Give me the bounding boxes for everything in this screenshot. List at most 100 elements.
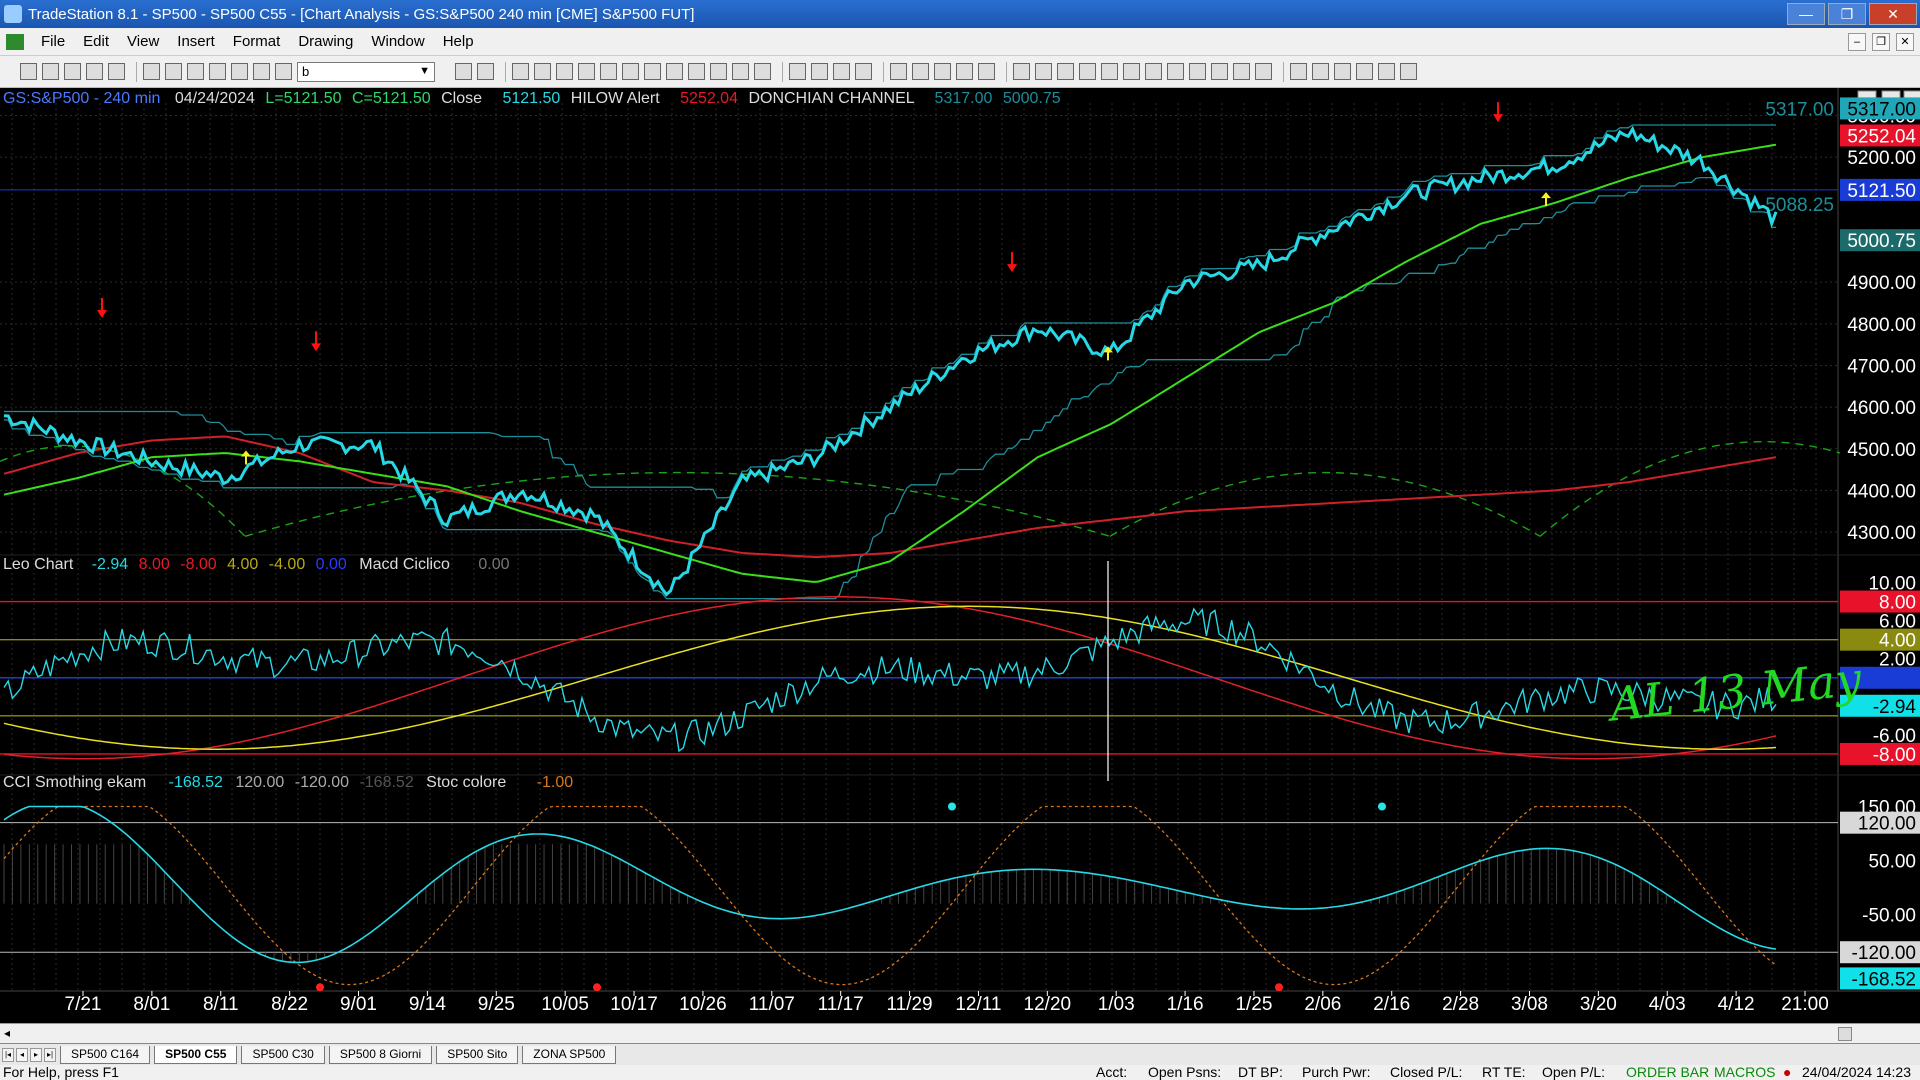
mdi-close-button[interactable]: ✕: [1896, 32, 1914, 51]
crosshair-icon[interactable]: [912, 63, 929, 80]
tab-sp500-c55[interactable]: SP500 C55: [154, 1045, 238, 1064]
play-icon[interactable]: [455, 63, 472, 80]
matrix-icon[interactable]: [710, 63, 727, 80]
leo-oscillator-line: [3, 607, 1777, 753]
menu-format[interactable]: Format: [232, 33, 281, 50]
globe-icon[interactable]: [275, 63, 292, 80]
link-group-icon[interactable]: [209, 63, 226, 80]
zoom-in-icon[interactable]: [833, 63, 850, 80]
menu-file[interactable]: File: [41, 33, 66, 50]
restore-button[interactable]: ❐: [1828, 3, 1866, 25]
chart-window-icon[interactable]: [6, 33, 24, 50]
snapshot-icon[interactable]: [978, 63, 995, 80]
speed-line-icon[interactable]: [1101, 63, 1118, 80]
leo-chart-pane: 10.00 6.00 2.00 -6.00 8.00 4.00 0.00 -2.94 -8.00…: [0, 561, 1920, 781]
copy-icon[interactable]: [64, 63, 81, 80]
menu-view[interactable]: View: [127, 33, 160, 50]
tab-sp500-c164[interactable]: SP500 C164: [60, 1045, 151, 1064]
toolbar-separator: [1006, 61, 1007, 82]
price-badge-label: 5317.00: [1847, 99, 1916, 120]
chart-layout-icon[interactable]: [534, 63, 551, 80]
workspace-icon[interactable]: [108, 63, 125, 80]
next-tab-icon[interactable]: ▸: [30, 1047, 42, 1062]
toolbar-separator: [136, 61, 137, 82]
menu-edit[interactable]: Edit: [83, 33, 110, 50]
mdi-restore-button[interactable]: ❐: [1872, 32, 1890, 51]
sell-arrow-icon: [97, 298, 107, 318]
parallel-lines-icon[interactable]: [1189, 63, 1206, 80]
horizontal-arrow-icon[interactable]: [1167, 63, 1184, 80]
regression-channel-icon[interactable]: [1145, 63, 1162, 80]
pointer-icon[interactable]: [890, 63, 907, 80]
open-folder-icon[interactable]: [42, 63, 59, 80]
leo-badge: [1840, 742, 1920, 765]
menu-window[interactable]: Window: [371, 33, 425, 50]
time-axis-tick: 8/22: [271, 994, 308, 1015]
close-button[interactable]: ✕: [1869, 3, 1917, 25]
scrollbar-thumb[interactable]: [1838, 1027, 1852, 1041]
tab-sp500-c30[interactable]: SP500 C30: [241, 1045, 325, 1064]
ellipse-icon[interactable]: [1356, 63, 1373, 80]
lock-icon[interactable]: [231, 63, 248, 80]
rectangle-icon[interactable]: [1378, 63, 1395, 80]
analysis-icon[interactable]: [622, 63, 639, 80]
price-pane: 5300.005200.004900.004800.004700.004600.…: [0, 97, 1920, 600]
chart-canvas[interactable]: 7/21 8/01 8/11 8/22 9/01 9/14 9/25 10/05 10/17 10…: [0, 88, 1920, 1023]
tab-sp500-sito[interactable]: SP500 Sito: [436, 1045, 519, 1064]
status-datetime: 24/04/2024 14:23: [1802, 1064, 1911, 1080]
fibonacci-icon[interactable]: [1057, 63, 1074, 80]
symbol-input-value: b: [302, 64, 310, 79]
drawing-icon[interactable]: [754, 63, 771, 80]
horizontal-line-icon[interactable]: [1035, 63, 1052, 80]
trendline-icon[interactable]: [1013, 63, 1030, 80]
bar-spacing-icon[interactable]: [789, 63, 806, 80]
chart-table-icon[interactable]: [556, 63, 573, 80]
data-window-icon[interactable]: [956, 63, 973, 80]
new-window-icon[interactable]: [86, 63, 103, 80]
save-icon[interactable]: [143, 63, 160, 80]
minimize-button[interactable]: —: [1787, 3, 1825, 25]
menu-drawing[interactable]: Drawing: [298, 33, 354, 50]
strategy-icon[interactable]: [600, 63, 617, 80]
print-icon[interactable]: [165, 63, 182, 80]
tools-icon[interactable]: [732, 63, 749, 80]
mdi-minimize-button[interactable]: –: [1848, 32, 1866, 51]
order-bar-button[interactable]: ORDER BAR: [1626, 1064, 1710, 1080]
prev-tab-icon[interactable]: ◂: [16, 1047, 28, 1062]
scroll-icon[interactable]: [811, 63, 828, 80]
pen-icon[interactable]: [1255, 63, 1272, 80]
leo-badge: [1840, 694, 1920, 717]
cycle-icon[interactable]: [1211, 63, 1228, 80]
chevron-down-icon[interactable]: ▼: [419, 64, 430, 77]
menu-help[interactable]: Help: [442, 33, 474, 50]
screen-icon[interactable]: [666, 63, 683, 80]
level-overlay-5088: 5088.25: [1765, 195, 1834, 216]
symbol-lookup-icon[interactable]: [477, 63, 494, 80]
menu-insert[interactable]: Insert: [177, 33, 215, 50]
tab-zona-sp500[interactable]: ZONA SP500: [522, 1045, 617, 1064]
arrow-up-icon[interactable]: [1334, 63, 1351, 80]
scroll-left-icon[interactable]: ◂: [4, 1026, 11, 1040]
alert-icon[interactable]: [253, 63, 270, 80]
new-document-icon[interactable]: [20, 63, 37, 80]
radar-icon[interactable]: [688, 63, 705, 80]
last-tab-icon[interactable]: ▸|: [44, 1047, 56, 1062]
text-icon[interactable]: [1400, 63, 1417, 80]
chart-format-icon[interactable]: [512, 63, 529, 80]
symbol-input[interactable]: b ▼: [297, 61, 435, 82]
macros-button[interactable]: MACROS: [1714, 1064, 1776, 1080]
indicator-icon[interactable]: [578, 63, 595, 80]
first-tab-icon[interactable]: |◂: [2, 1047, 14, 1062]
chart-analysis-window[interactable]: 7/21 8/01 8/11 8/22 9/01 9/14 9/25 10/05 10/17 10…: [0, 88, 1920, 1023]
curve-icon[interactable]: [1290, 63, 1307, 80]
link-icon[interactable]: [187, 63, 204, 80]
zoom-out-icon[interactable]: [855, 63, 872, 80]
arrow-down-icon[interactable]: [1312, 63, 1329, 80]
settings-icon[interactable]: [934, 63, 951, 80]
andrews-pitchfork-icon[interactable]: [1123, 63, 1140, 80]
horizontal-scrollbar[interactable]: ◂: [0, 1023, 1920, 1043]
tab-sp500-8-giorni[interactable]: SP500 8 Giorni: [328, 1045, 433, 1064]
bars-icon[interactable]: [644, 63, 661, 80]
gann-fan-icon[interactable]: [1079, 63, 1096, 80]
arc-icon[interactable]: [1233, 63, 1250, 80]
